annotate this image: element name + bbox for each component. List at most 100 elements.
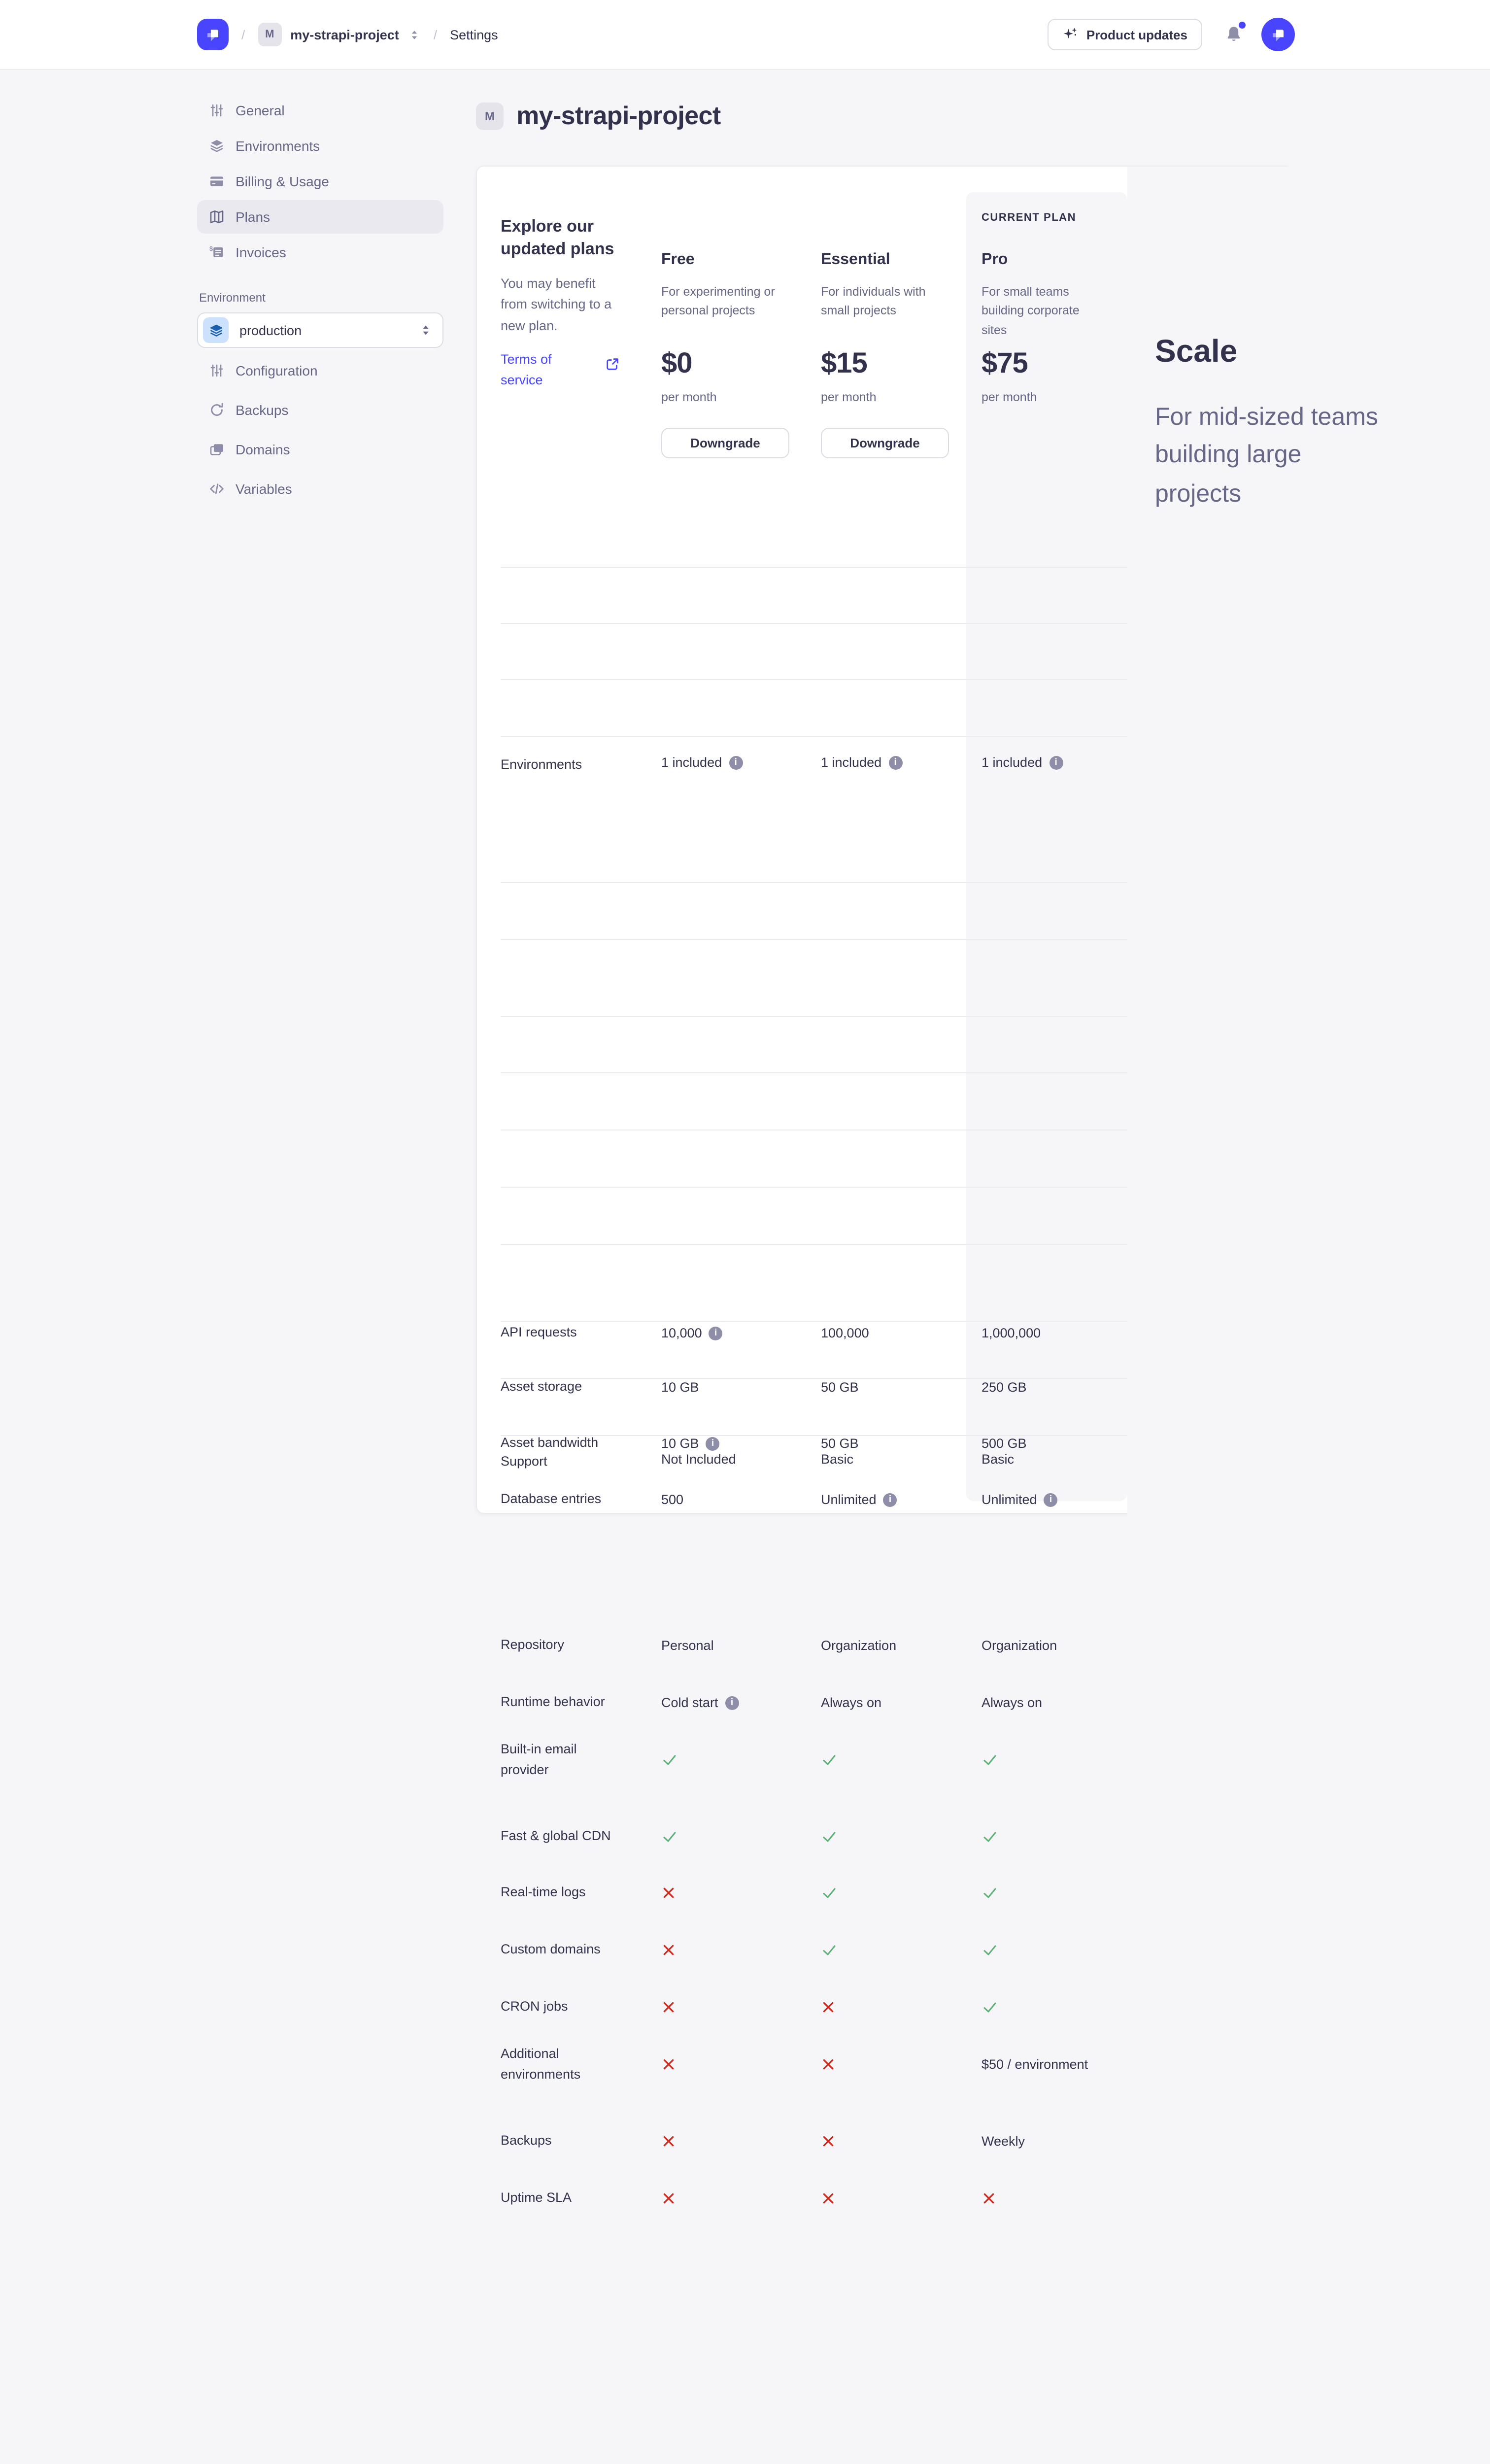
free-value	[661, 1943, 821, 1957]
breadcrumb-project-switcher[interactable]: M my-strapi-project	[258, 23, 421, 46]
info-icon[interactable]: i	[1049, 755, 1063, 769]
feature-value-text: Basic	[982, 1452, 1015, 1467]
pro-value: 250 GB	[966, 1380, 1127, 1395]
bell-icon	[1224, 25, 1244, 44]
plans-card-content: Explore our updated plans You may benefi…	[501, 167, 1490, 2464]
free-value: 10 GB i	[661, 1436, 821, 1451]
plan-name: Pro	[982, 251, 1008, 268]
sidebar-item-configuration[interactable]: Configuration	[197, 354, 443, 387]
credit-card-icon	[209, 173, 225, 189]
sidebar-item-general[interactable]: General	[197, 94, 443, 127]
feature-value-text: 10 GB	[661, 1436, 699, 1451]
scale-value: Priority	[1127, 1436, 1490, 2464]
project-initial-badge: M	[476, 102, 504, 130]
essential-value: 50 GB	[821, 1380, 966, 1395]
plan-period: per month	[661, 390, 717, 404]
feature-value-text: Unlimited	[982, 1492, 1037, 1507]
essential-value	[821, 2000, 966, 2015]
essential-value	[821, 1884, 966, 1901]
check-icon	[821, 1884, 838, 1901]
free-value: 1 included i	[661, 737, 821, 770]
pro-value	[966, 1828, 1127, 1845]
info-icon[interactable]: i	[709, 1326, 723, 1340]
pro-value: 1 included i	[966, 737, 1127, 770]
plan-description: For experimenting or personal projects	[661, 285, 775, 318]
sparkles-icon	[1063, 27, 1079, 42]
info-icon[interactable]: i	[888, 755, 903, 769]
check-icon	[661, 1828, 678, 1845]
sidebar-item-domains[interactable]: Domains	[197, 433, 443, 466]
sidebar-item-label: Plans	[236, 209, 271, 225]
feature-label: Database entries	[501, 1491, 602, 1506]
sidebar-item-label: Environments	[236, 138, 320, 154]
plan-name: Essential	[821, 251, 890, 268]
external-link-icon[interactable]	[605, 356, 620, 371]
essential-value	[821, 2057, 966, 2072]
cross-icon	[821, 2057, 836, 2072]
downgrade-button[interactable]: Downgrade	[821, 428, 949, 458]
info-icon[interactable]: i	[883, 1493, 897, 1506]
strapi-logo-glyph-icon	[202, 24, 224, 45]
feature-label: Environments	[501, 757, 582, 772]
sidebar-item-label: Backups	[236, 402, 289, 418]
environment-select[interactable]: production	[197, 312, 443, 348]
free-value: 10,000 i	[661, 1326, 821, 1340]
user-avatar[interactable]	[1261, 18, 1295, 51]
sidebar-item-invoices[interactable]: $ Invoices	[197, 236, 443, 269]
sidebar-item-variables[interactable]: Variables	[197, 472, 443, 506]
sidebar-item-environments[interactable]: Environments	[197, 129, 443, 163]
feature-label: Additional environments	[501, 2046, 581, 2081]
app-root: / M my-strapi-project / Settings	[0, 18, 1490, 2464]
sidebar-item-label: Invoices	[236, 244, 286, 260]
free-value	[661, 2057, 821, 2072]
breadcrumb-separator: /	[433, 27, 438, 42]
notifications-button[interactable]	[1224, 22, 1246, 44]
sidebar-item-label: General	[236, 103, 285, 118]
feature-value-text: 10 GB	[661, 1380, 699, 1395]
layers-icon	[209, 138, 225, 154]
plan-period: per month	[982, 390, 1037, 404]
feature-value-text: 1,000,000	[982, 1326, 1041, 1340]
plan-column-free: Free For experimenting or personal projec…	[661, 167, 821, 1806]
sidebar-item-label: Variables	[236, 481, 292, 497]
cross-icon	[661, 1885, 676, 1900]
pro-value: Weekly	[966, 2134, 1127, 2149]
free-value	[661, 2191, 821, 2206]
cross-icon	[661, 2057, 676, 2072]
essential-value: 1 included i	[821, 737, 966, 770]
feature-label: Fast & global CDN	[501, 1828, 611, 1844]
info-icon[interactable]: i	[706, 1437, 720, 1450]
cross-icon	[661, 2000, 676, 2015]
environment-selected-value: production	[239, 323, 302, 338]
refresh-icon	[209, 402, 225, 418]
feature-value-text: 50 GB	[821, 1380, 859, 1395]
cross-icon	[821, 2134, 836, 2149]
sidebar-project-section: General Environments Billing & Usage Plans $…	[197, 94, 443, 269]
downgrade-button[interactable]: Downgrade	[661, 428, 789, 458]
sidebar-environment-section: Configuration Backups Domains Variables	[197, 354, 443, 506]
feature-value-text: Not Included	[661, 1452, 736, 1467]
strapi-logo[interactable]	[197, 19, 229, 50]
page-title-block: M my-strapi-project	[476, 101, 721, 131]
pro-value: $50 / environment	[966, 2057, 1127, 2072]
feature-value-text: 50 GB	[821, 1436, 859, 1451]
sidebar-item-backups[interactable]: Backups	[197, 393, 443, 427]
breadcrumb-settings[interactable]: Settings	[450, 27, 498, 42]
sidebar-item-billing-usage[interactable]: Billing & Usage	[197, 165, 443, 198]
pro-value: Unlimited i	[966, 1492, 1127, 1507]
feature-value-text: 500	[661, 1492, 684, 1507]
feature-label: Real-time logs	[501, 1884, 586, 1900]
notification-dot	[1239, 22, 1246, 29]
check-icon	[982, 1884, 998, 1901]
feature-label: Asset storage	[501, 1379, 582, 1394]
plans-card: Explore our updated plans You may benefi…	[476, 166, 1490, 2464]
info-icon[interactable]: i	[729, 755, 743, 769]
plan-description: For mid-sized teams building large proje…	[1155, 403, 1378, 507]
sidebar-item-plans[interactable]: Plans	[197, 200, 443, 234]
info-icon[interactable]: i	[1044, 1493, 1058, 1506]
environment-chip	[203, 317, 229, 343]
product-updates-button[interactable]: Product updates	[1048, 19, 1202, 50]
feature-value-text: Unlimited	[821, 1492, 877, 1507]
terms-of-service-link[interactable]: Terms of service	[501, 351, 552, 388]
feature-label: Uptime SLA	[501, 2190, 572, 2205]
